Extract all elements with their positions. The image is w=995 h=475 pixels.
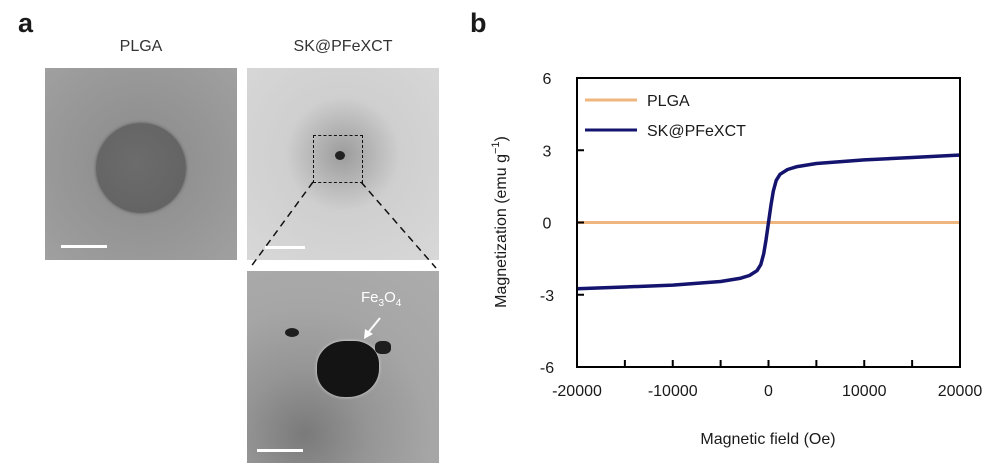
- panel-letter-a: a: [18, 8, 34, 38]
- plga-scale-bar: [61, 245, 107, 248]
- zoom-scale-bar: [257, 449, 303, 452]
- plga-image-title: PLGA: [119, 38, 163, 55]
- ticks-layer: -20000 -10000 0 10000 20000 -6 -3 0 3 6: [540, 71, 982, 400]
- zoomed-tem-image: Fe3O4: [247, 271, 439, 463]
- legend-label: PLGA: [647, 93, 690, 110]
- y-tick-label: 6: [543, 71, 552, 88]
- x-tick-label: -20000: [552, 383, 602, 400]
- fe3o4-cluster: [317, 341, 379, 397]
- fe3o4-label: Fe3O4: [361, 289, 402, 309]
- x-axis-label: Magnetic field (Oe): [700, 431, 835, 448]
- x-tick-label: 20000: [938, 383, 983, 400]
- sk-pfexct-scale-bar: [265, 246, 305, 249]
- y-tick-label: 3: [543, 143, 552, 160]
- sk-pfexct-core: [335, 151, 345, 160]
- plga-tem-image: [45, 68, 237, 260]
- x-tick-label: 0: [764, 383, 773, 400]
- annotation-arrow: [364, 317, 381, 339]
- panel-letter-b: b: [470, 8, 487, 38]
- x-tick-label: -10000: [648, 383, 698, 400]
- zoom-box: [313, 135, 363, 183]
- small-particle-left: [285, 328, 299, 337]
- y-axis-label: Magnetization (emu g−1): [490, 136, 510, 308]
- x-tick-label: 10000: [842, 383, 887, 400]
- plga-nanoparticle: [96, 123, 186, 213]
- small-particle-right: [375, 341, 391, 354]
- y-tick-label: -3: [540, 288, 554, 305]
- series-layer: [576, 153, 961, 291]
- sk-pfexct-image-title: SK@PFeXCT: [293, 38, 393, 55]
- y-tick-label: -6: [540, 360, 554, 377]
- series-line-1: [576, 153, 961, 291]
- legend-label: SK@PFeXCT: [647, 123, 746, 140]
- y-tick-label: 0: [543, 216, 552, 233]
- sk-pfexct-tem-image: [247, 68, 439, 260]
- legend: PLGA SK@PFeXCT: [585, 93, 746, 140]
